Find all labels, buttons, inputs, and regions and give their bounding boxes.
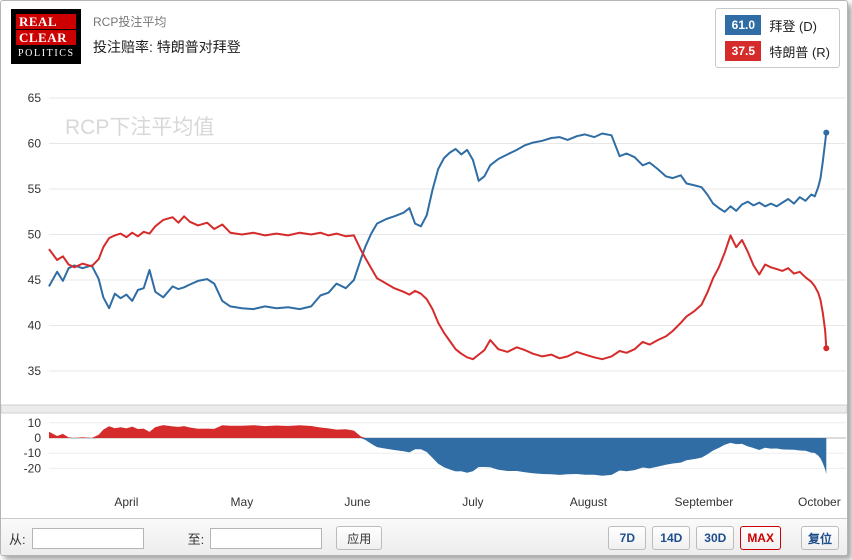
main-y-tick-label: 35	[28, 364, 42, 378]
from-label: 从:	[9, 531, 26, 547]
legend-value-badge: 37.5	[725, 41, 762, 61]
chart-area: 65 60 55 50 45 40 35 RCP下注平均值 10 0 -10 -20 April May J…	[1, 86, 847, 518]
trump-end-marker	[823, 345, 830, 352]
legend-row-trump: 37.5 特朗普 (R)	[725, 41, 830, 61]
x-axis-month-label: May	[231, 495, 254, 509]
spread-y-tick-label: -10	[24, 446, 42, 460]
x-axis-month-label: September	[675, 495, 734, 509]
legend-value-badge: 61.0	[725, 15, 762, 35]
main-y-tick-label: 45	[28, 273, 42, 287]
chart-kicker: RCP投注平均	[93, 15, 167, 29]
range-button-7d[interactable]: 7D	[608, 526, 647, 550]
legend-box: 61.0 拜登 (D) 37.5 特朗普 (R)	[715, 8, 840, 68]
legend-label-trump: 特朗普 (R)	[769, 44, 830, 60]
logo-text-real: REAL	[16, 14, 76, 29]
x-axis-month-label: August	[570, 495, 608, 509]
reset-button[interactable]: 复位	[800, 526, 839, 550]
spread-y-tick-label: 0	[34, 431, 41, 445]
main-y-tick-label: 40	[28, 319, 42, 333]
apply-button[interactable]: 应用	[336, 526, 383, 550]
to-date-input[interactable]	[210, 527, 323, 549]
range-controls-bar: 从: 至: 应用 7D 14D 30D MAX 复位	[1, 518, 847, 555]
biden-end-marker	[823, 129, 830, 136]
header: REAL CLEAR POLITICS RCP投注平均 投注赔率: 特朗普对拜登…	[1, 1, 847, 86]
page-title: 投注赔率: 特朗普对拜登	[93, 39, 241, 55]
main-y-tick-label: 55	[28, 182, 42, 196]
legend-label-biden: 拜登 (D)	[769, 18, 817, 34]
legend-row-biden: 61.0 拜登 (D)	[725, 15, 830, 35]
main-y-tick-label: 60	[28, 137, 42, 151]
chart-watermark: RCP下注平均值	[65, 116, 214, 139]
spread-y-tick-label: -20	[24, 461, 42, 475]
x-axis-month-label: April	[114, 495, 138, 509]
x-axis-month-label: October	[798, 495, 841, 509]
panel-separator	[1, 404, 847, 414]
range-button-14d[interactable]: 14D	[652, 526, 691, 550]
spread-area-trump-lead	[49, 425, 827, 438]
range-button-30d[interactable]: 30D	[696, 526, 735, 550]
logo-text-politics: POLITICS	[18, 48, 75, 59]
chart-svg[interactable]: 65 60 55 50 45 40 35 RCP下注平均值 100-10-20 April May J…	[1, 86, 847, 518]
from-date-input[interactable]	[31, 527, 144, 549]
range-button-max[interactable]: MAX	[740, 526, 781, 550]
main-y-tick-label: 50	[28, 228, 42, 242]
x-axis-month-label: June	[344, 495, 370, 509]
to-label: 至:	[187, 531, 205, 547]
logo-text-clear: CLEAR	[16, 30, 76, 45]
trump-line	[48, 215, 828, 361]
x-axis-month-label: July	[462, 495, 483, 509]
main-y-tick-label: 65	[28, 91, 42, 105]
rcp-logo: REAL CLEAR POLITICS	[11, 9, 81, 64]
spread-y-tick-label: 10	[28, 416, 42, 430]
biden-line	[48, 132, 828, 311]
spread-area-biden-lead	[49, 438, 827, 476]
